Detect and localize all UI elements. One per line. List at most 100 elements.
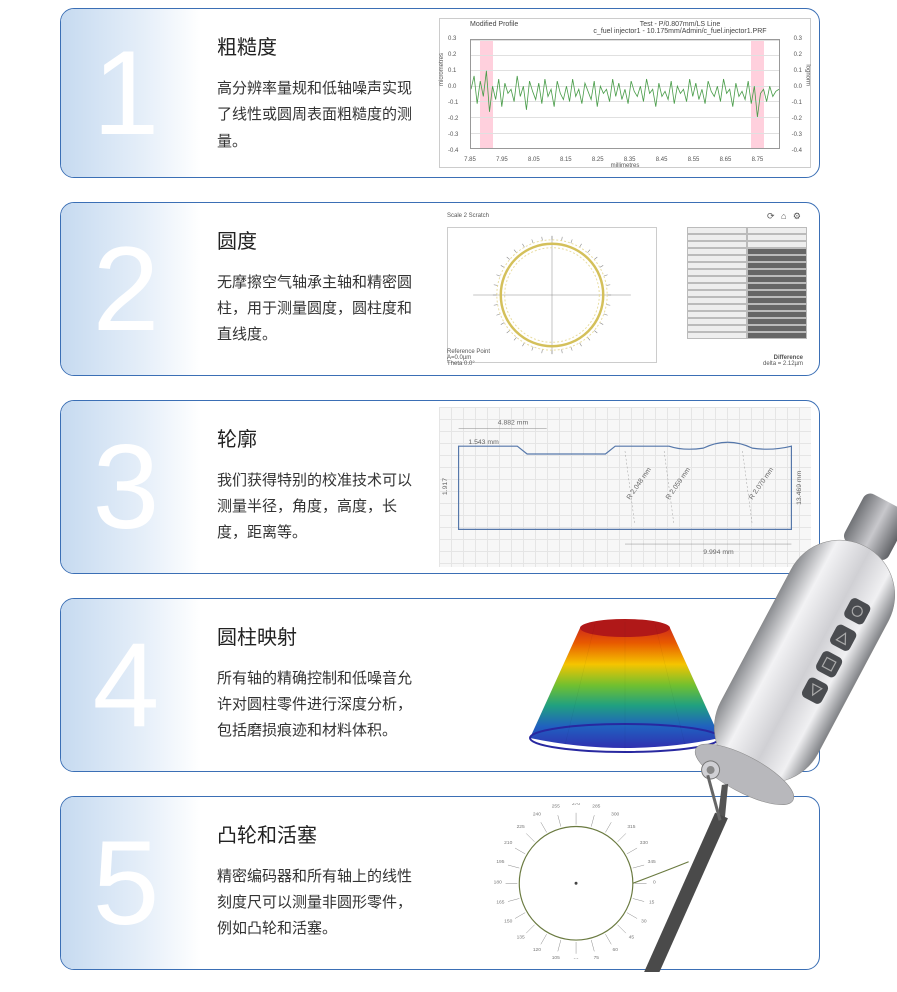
roughness-chart: Modified Profile Test - P/0.807mm/LS Lin… bbox=[439, 18, 811, 168]
svg-text:30: 30 bbox=[641, 918, 647, 924]
cylinder-map-chart bbox=[439, 605, 811, 765]
dimension-label: 1.543 mm bbox=[468, 439, 499, 446]
card-title: 粗糙度 bbox=[217, 31, 415, 60]
chart-column bbox=[431, 599, 819, 771]
footer-left: Reference Point A=0.0µm Theta 0.0° bbox=[447, 349, 490, 367]
y-tick-label: 0.2 bbox=[448, 52, 456, 58]
table-row bbox=[687, 241, 807, 248]
y-tick-label: 0.2 bbox=[794, 52, 802, 58]
waveform bbox=[471, 40, 779, 153]
table-row bbox=[687, 304, 807, 311]
table-row bbox=[687, 318, 807, 325]
card-number: 1 bbox=[93, 33, 160, 153]
x-tick-label: 8.05 bbox=[528, 157, 540, 163]
x-tick-label: 8.25 bbox=[592, 157, 604, 163]
dimension-label: R 2.070 mm bbox=[748, 466, 775, 501]
number-column: 1 bbox=[61, 9, 201, 177]
svg-text:255: 255 bbox=[552, 803, 560, 809]
card-description: 无摩擦空气轴承主轴和精密圆柱，用于测量圆度，圆柱度和直线度。 bbox=[217, 270, 415, 349]
dimension-label: 13.469 mm bbox=[796, 470, 803, 505]
card-title: 圆柱映射 bbox=[217, 621, 415, 650]
y-tick-label: -0.1 bbox=[448, 100, 458, 106]
svg-text:90: 90 bbox=[573, 957, 579, 959]
roundness-chart: Scale 2 Scratch ⟳ ⌂ ⚙ Reference Point A=… bbox=[439, 209, 811, 369]
y-tick-label: 0.3 bbox=[448, 36, 456, 42]
dimension-label: 9.994 mm bbox=[703, 549, 734, 556]
chart-column: Modified Profile Test - P/0.807mm/LS Lin… bbox=[431, 9, 819, 177]
text-column: 圆柱映射 所有轴的精确控制和低噪音允许对圆柱零件进行深度分析，包括磨损痕迹和材料… bbox=[201, 599, 431, 771]
dimension-label: R 2.048 mm bbox=[626, 466, 653, 501]
dimension-label: 1.917 bbox=[442, 478, 449, 495]
chart-column: 0153045607590105120135150165180195210225… bbox=[431, 797, 819, 969]
table-row bbox=[687, 290, 807, 297]
x-tick-label: 8.65 bbox=[720, 157, 732, 163]
svg-text:120: 120 bbox=[533, 947, 541, 953]
chart-column: Scale 2 Scratch ⟳ ⌂ ⚙ Reference Point A=… bbox=[431, 203, 819, 375]
x-tick-label: 8.55 bbox=[688, 157, 700, 163]
toolbar-icons: ⟳ ⌂ ⚙ bbox=[767, 211, 803, 222]
y-tick-label: 0.0 bbox=[794, 84, 802, 90]
card-description: 精密编码器和所有轴上的线性刻度尺可以测量非圆形零件，例如凸轮和活塞。 bbox=[217, 864, 415, 943]
text-column: 圆度 无摩擦空气轴承主轴和精密圆柱，用于测量圆度，圆柱度和直线度。 bbox=[201, 203, 431, 375]
x-tick-label: 8.45 bbox=[656, 157, 668, 163]
cam-chart: 0153045607590105120135150165180195210225… bbox=[439, 803, 811, 963]
feature-card-5: 5 凸轮和活塞 精密编码器和所有轴上的线性刻度尺可以测量非圆形零件，例如凸轮和活… bbox=[60, 796, 820, 970]
table-row bbox=[687, 325, 807, 332]
table-row bbox=[687, 297, 807, 304]
table-row bbox=[687, 227, 807, 234]
feature-card-2: 2 圆度 无摩擦空气轴承主轴和精密圆柱，用于测量圆度，圆柱度和直线度。 Scal… bbox=[60, 202, 820, 376]
card-description: 所有轴的精确控制和低噪音允许对圆柱零件进行深度分析，包括磨损痕迹和材料体积。 bbox=[217, 666, 415, 745]
svg-text:330: 330 bbox=[640, 840, 648, 846]
table-row bbox=[687, 262, 807, 269]
text-column: 粗糙度 高分辨率量规和低轴噪声实现了线性或圆周表面粗糙度的测量。 bbox=[201, 9, 431, 177]
data-table bbox=[687, 227, 807, 347]
chart-title-right: Test - P/0.807mm/LS Line c_fuel injector… bbox=[580, 21, 780, 35]
y-tick-label: -0.1 bbox=[792, 100, 802, 106]
card-number: 3 bbox=[93, 427, 160, 547]
svg-text:15: 15 bbox=[649, 899, 655, 905]
y-tick-label: -0.2 bbox=[792, 116, 802, 122]
svg-text:165: 165 bbox=[496, 899, 504, 905]
svg-text:135: 135 bbox=[517, 934, 525, 940]
svg-text:345: 345 bbox=[648, 859, 656, 865]
footer-right: Difference delta = 2.12µm bbox=[763, 355, 803, 367]
card-number: 2 bbox=[93, 229, 160, 349]
table-row bbox=[687, 255, 807, 262]
dimension-label: R 2.059 mm bbox=[665, 466, 692, 501]
y-tick-label: -0.3 bbox=[448, 132, 458, 138]
feature-card-3: 3 轮廓 我们获得特别的校准技术可以测量半径，角度，高度，长度，距离等。 4.8… bbox=[60, 400, 820, 574]
x-tick-label: 8.15 bbox=[560, 157, 572, 163]
number-column: 4 bbox=[61, 599, 201, 771]
svg-text:195: 195 bbox=[496, 859, 504, 865]
table-row bbox=[687, 276, 807, 283]
x-tick-label: 7.95 bbox=[496, 157, 508, 163]
y-tick-label: 0.1 bbox=[448, 68, 456, 74]
number-column: 2 bbox=[61, 203, 201, 375]
table-row bbox=[687, 332, 807, 339]
chart-title-left: Modified Profile bbox=[470, 21, 518, 28]
card-number: 5 bbox=[93, 823, 160, 943]
svg-text:285: 285 bbox=[592, 803, 600, 809]
svg-text:315: 315 bbox=[627, 824, 635, 830]
x-axis-label: millimetres bbox=[611, 163, 640, 169]
card-title: 圆度 bbox=[217, 225, 415, 254]
text-column: 凸轮和活塞 精密编码器和所有轴上的线性刻度尺可以测量非圆形零件，例如凸轮和活塞。 bbox=[201, 797, 431, 969]
svg-text:210: 210 bbox=[504, 840, 512, 846]
svg-text:45: 45 bbox=[629, 934, 635, 940]
y-tick-label: -0.2 bbox=[448, 116, 458, 122]
feature-card-4: 4 圆柱映射 所有轴的精确控制和低噪音允许对圆柱零件进行深度分析，包括磨损痕迹和… bbox=[60, 598, 820, 772]
chart-column: 4.882 mm 1.543 mm 1.917 R 2.048 mm R 2.0… bbox=[431, 401, 819, 573]
x-tick-label: 7.85 bbox=[464, 157, 476, 163]
svg-text:75: 75 bbox=[594, 955, 600, 960]
y-tick-label: 0.3 bbox=[794, 36, 802, 42]
chart-header: Scale 2 Scratch bbox=[447, 213, 489, 219]
table-row bbox=[687, 248, 807, 255]
card-description: 我们获得特别的校准技术可以测量半径，角度，高度，长度，距离等。 bbox=[217, 468, 415, 547]
x-tick-label: 8.75 bbox=[752, 157, 764, 163]
contour-chart: 4.882 mm 1.543 mm 1.917 R 2.048 mm R 2.0… bbox=[439, 407, 811, 567]
table-row bbox=[687, 283, 807, 290]
svg-text:105: 105 bbox=[552, 955, 560, 960]
svg-text:180: 180 bbox=[494, 879, 502, 885]
svg-text:300: 300 bbox=[611, 811, 619, 817]
svg-text:240: 240 bbox=[533, 811, 541, 817]
